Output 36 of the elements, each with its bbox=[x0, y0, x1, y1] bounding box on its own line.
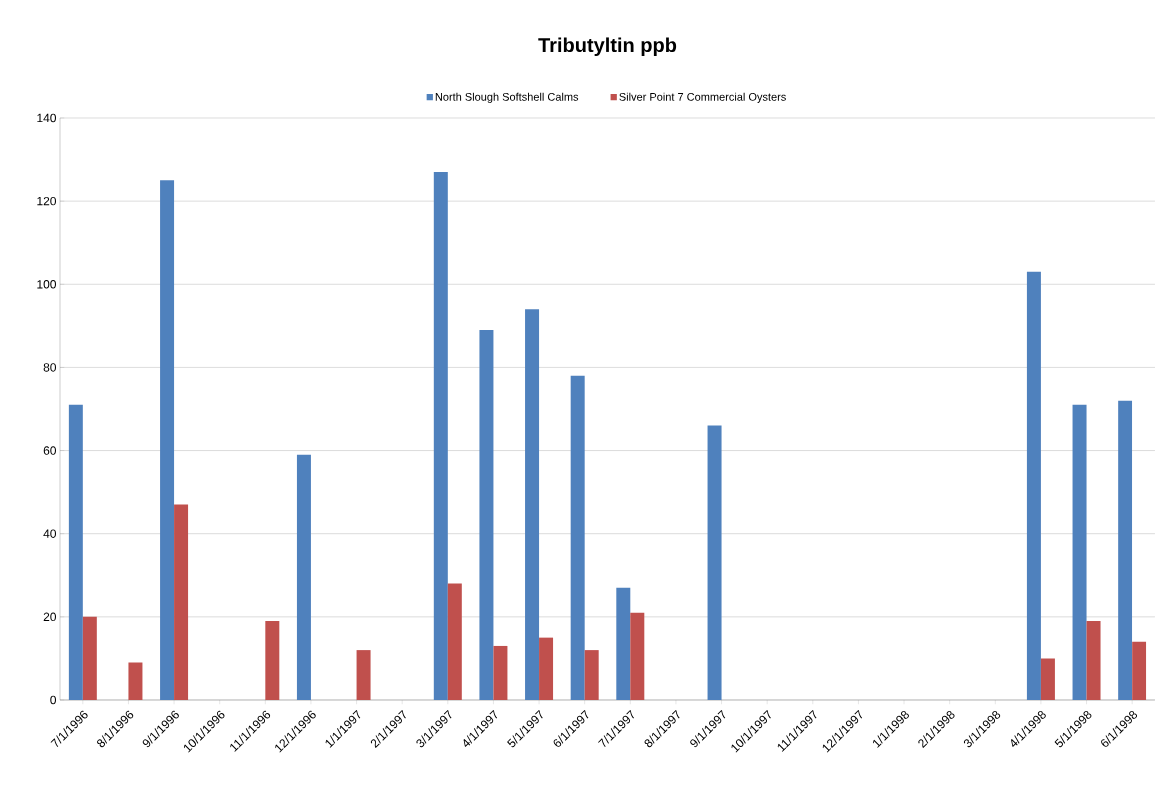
bar bbox=[1132, 641, 1147, 700]
bar bbox=[160, 180, 175, 700]
bar bbox=[174, 504, 189, 700]
bar bbox=[128, 662, 143, 700]
bar bbox=[356, 650, 371, 700]
bar bbox=[1086, 621, 1101, 700]
chart-title: Tributyltin ppb bbox=[538, 37, 677, 57]
bar bbox=[493, 645, 508, 700]
bar bbox=[707, 425, 722, 700]
y-tick-label: 60 bbox=[43, 446, 57, 455]
bar bbox=[1118, 400, 1133, 700]
bar bbox=[296, 454, 311, 700]
bar bbox=[68, 404, 83, 700]
legend-label: North Slough Softshell Calms bbox=[435, 92, 579, 103]
y-tick-label: 40 bbox=[43, 529, 57, 538]
bar bbox=[447, 583, 462, 700]
y-tick-label: 140 bbox=[37, 113, 57, 123]
bar bbox=[265, 621, 280, 700]
bar bbox=[630, 612, 645, 700]
bar bbox=[1072, 404, 1087, 700]
bar bbox=[433, 172, 448, 700]
bar bbox=[479, 330, 494, 700]
bar bbox=[616, 587, 631, 700]
bar bbox=[82, 616, 97, 700]
bar bbox=[525, 309, 540, 700]
y-tick-label: 100 bbox=[37, 280, 57, 289]
legend-label: Silver Point 7 Commercial Oysters bbox=[619, 92, 786, 103]
bar bbox=[584, 650, 599, 700]
y-tick-label: 80 bbox=[43, 363, 57, 372]
bar bbox=[570, 375, 585, 700]
y-tick-label: 120 bbox=[37, 196, 57, 206]
bar bbox=[539, 637, 554, 700]
bar bbox=[1026, 271, 1041, 700]
bar bbox=[1040, 658, 1055, 700]
y-tick-label: 20 bbox=[43, 612, 57, 622]
y-tick-label: 0 bbox=[50, 695, 57, 705]
